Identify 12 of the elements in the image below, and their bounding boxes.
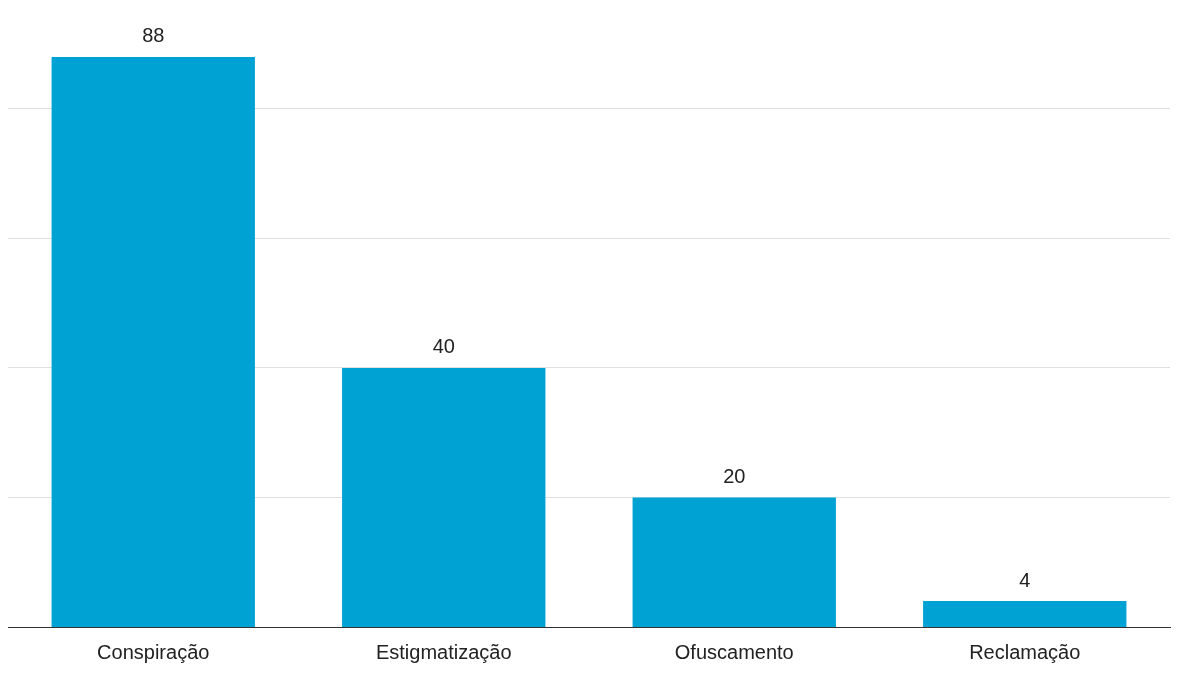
x-tick-label: Estigmatização bbox=[375, 640, 512, 663]
x-tick-label: Reclamação bbox=[969, 640, 1081, 663]
bar bbox=[342, 367, 546, 627]
x-tick-label: Ofuscamento bbox=[674, 640, 794, 663]
data-label: 4 bbox=[1019, 568, 1031, 591]
bar bbox=[632, 497, 836, 627]
x-tick-label: Conspiração bbox=[97, 640, 210, 663]
data-label: 40 bbox=[432, 335, 455, 358]
bar bbox=[51, 56, 255, 627]
data-label: 88 bbox=[142, 24, 165, 47]
bar bbox=[923, 601, 1127, 627]
data-label: 20 bbox=[723, 464, 746, 487]
